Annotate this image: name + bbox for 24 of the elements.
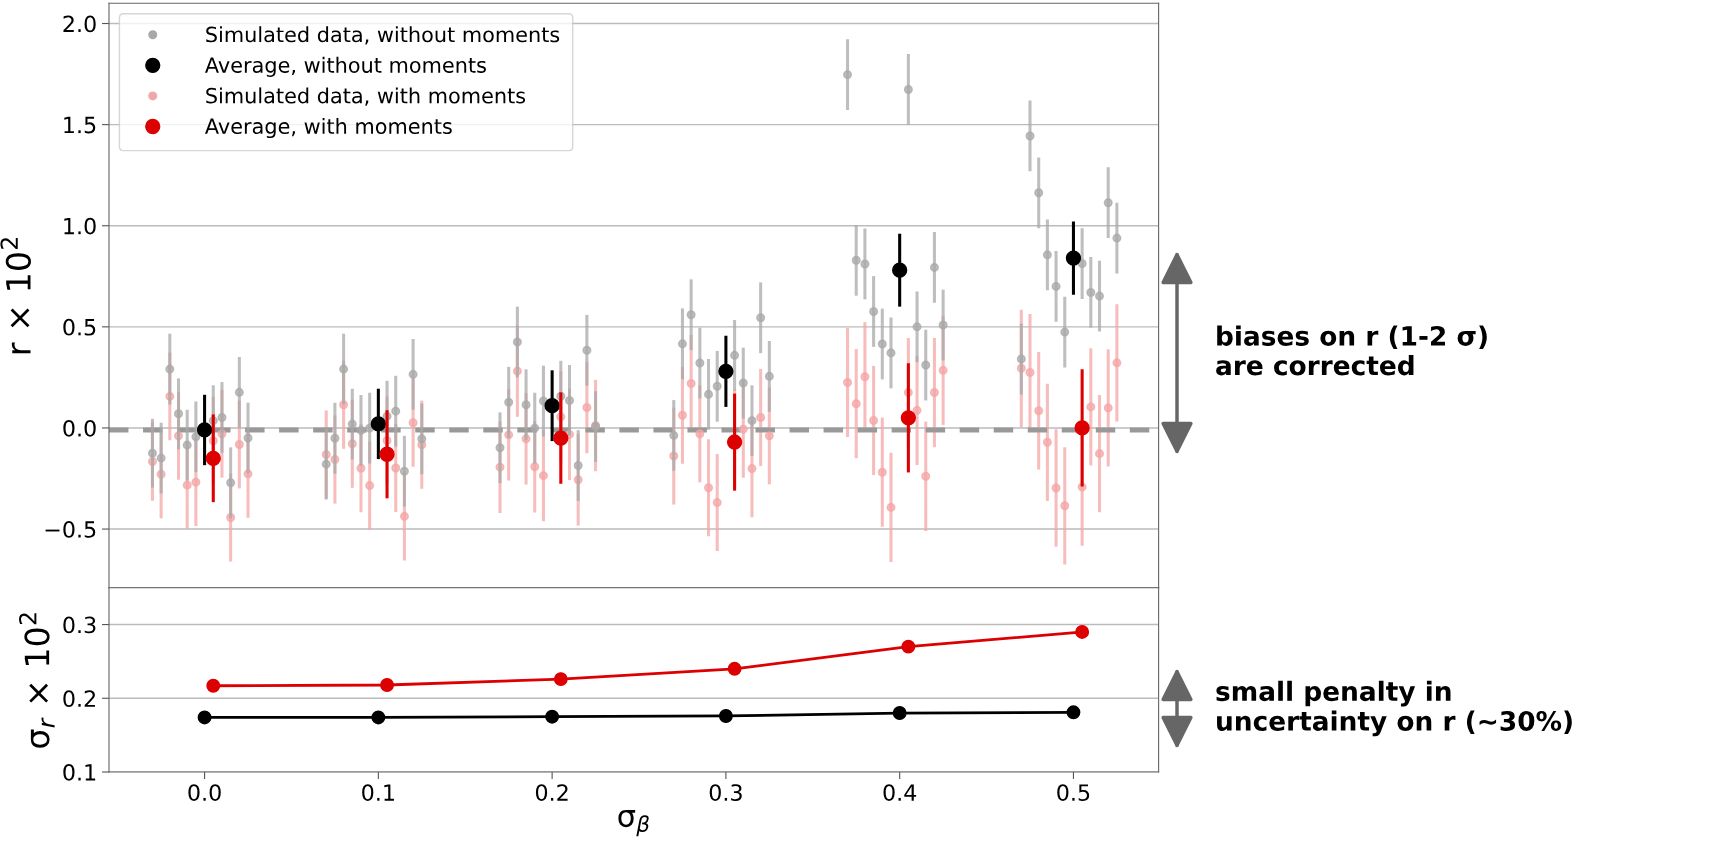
y-tick-label: 0.0 xyxy=(63,419,96,437)
y-tick-label: −0.5 xyxy=(45,521,96,538)
y-axis-title: r × 10$^{2}$ xyxy=(0,238,31,354)
y-tick-label: 1.0 xyxy=(64,217,96,235)
x-tick-label: 0.1 xyxy=(362,784,394,802)
y-axis-title: σ$_{r}$ × 10$^{2}$ xyxy=(19,613,55,748)
legend-label: Simulated data, with moments xyxy=(206,87,526,106)
legend-label: Average, without moments xyxy=(205,56,486,77)
x-tick-label: 0.2 xyxy=(535,784,568,802)
legend-label: Simulated data, without moments xyxy=(206,26,560,45)
y-tick-label: 0.1 xyxy=(63,763,96,781)
y-tick-label: 0.3 xyxy=(63,616,96,634)
legend-label: Average, with moments xyxy=(205,117,452,139)
x-tick-label: 0.0 xyxy=(188,784,221,802)
y-tick-label: 0.5 xyxy=(63,318,96,336)
x-tick-label: 0.4 xyxy=(883,784,917,802)
text: small penalty in uncertainty on r (~30%) xyxy=(1216,680,1572,737)
y-tick-label: 1.5 xyxy=(64,116,96,134)
x-tick-label: 0.3 xyxy=(709,784,742,802)
y-tick-label: 2.0 xyxy=(63,15,96,33)
x-axis-title: σ$_{β}$ xyxy=(618,810,649,837)
text: biases on r (1-2 σ) are corrected xyxy=(1216,325,1487,376)
y-tick-label: 0.2 xyxy=(63,690,95,708)
x-tick-label: 0.5 xyxy=(1057,784,1090,802)
